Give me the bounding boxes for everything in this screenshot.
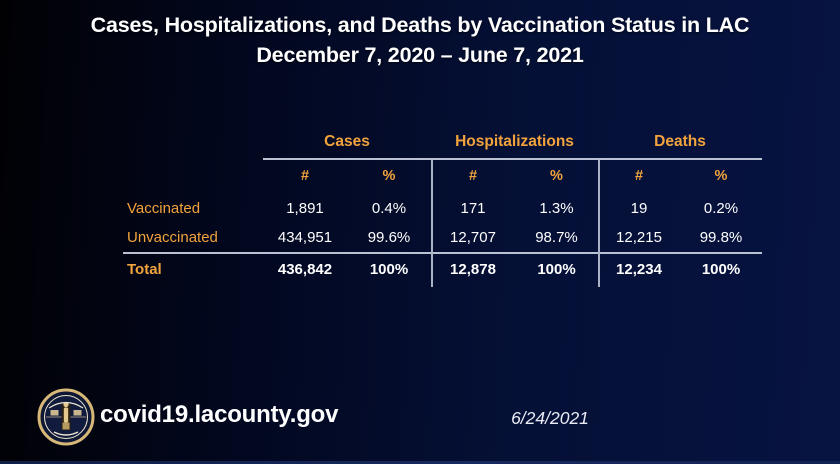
- subheader-cases-count: #: [300, 168, 310, 184]
- total-deaths-count: 12,234: [616, 260, 662, 278]
- subheader-hosp-percent: %: [550, 168, 563, 184]
- row-label-vaccinated: Vaccinated: [127, 199, 201, 217]
- unvaccinated-cases-count: 434,951: [277, 229, 333, 246]
- slide-title-line1: Cases, Hospitalizations, and Deaths by V…: [90, 13, 750, 37]
- header-rule-line: [263, 158, 762, 160]
- subheader-deaths-percent: %: [714, 168, 728, 184]
- column-group-hospitalizations: Hospitalizations: [455, 133, 574, 150]
- unvaccinated-deaths-count: 12,215: [616, 229, 662, 246]
- bottom-edge-strip: [0, 461, 840, 464]
- slide-title: Cases, Hospitalizations, and Deaths by V…: [0, 10, 840, 70]
- row-label-total: Total: [127, 260, 162, 278]
- vaccinated-cases-count: 1,891: [286, 199, 324, 217]
- vaccinated-cases-percent: 0.4%: [371, 199, 407, 217]
- divider-hospitalizations-deaths: [598, 160, 600, 287]
- total-cases-count: 436,842: [277, 260, 333, 278]
- unvaccinated-hosp-count: 12,707: [450, 229, 496, 246]
- subheader-hosp-count: #: [468, 168, 478, 184]
- vaccinated-hosp-percent: 1.3%: [539, 199, 574, 217]
- subheader-cases-percent: %: [382, 168, 396, 184]
- divider-cases-hospitalizations: [431, 160, 433, 287]
- table-grid: Cases Hospitalizations Deaths # % # % # …: [123, 130, 762, 286]
- vaccinated-deaths-percent: 0.2%: [703, 199, 739, 217]
- row-label-unvaccinated: Unvaccinated: [127, 229, 218, 246]
- subheader-spacer: [123, 159, 263, 193]
- vaccinated-deaths-count: 19: [630, 199, 648, 217]
- unvaccinated-hosp-percent: 98.7%: [535, 229, 578, 246]
- unvaccinated-deaths-percent: 99.8%: [699, 229, 743, 246]
- column-group-cases: Cases: [324, 133, 370, 150]
- footer-website-link[interactable]: covid19.lacounty.gov: [100, 401, 339, 428]
- total-rule-line: [123, 252, 762, 254]
- column-group-deaths: Deaths: [654, 133, 706, 150]
- subheader-deaths-count: #: [634, 168, 644, 184]
- slide-title-line2: December 7, 2020 – June 7, 2021: [256, 43, 584, 67]
- footer-date: 6/24/2021: [511, 408, 589, 428]
- table-corner-spacer: [123, 130, 263, 159]
- total-hosp-percent: 100%: [537, 260, 576, 278]
- vaccinated-hosp-count: 171: [460, 199, 486, 217]
- vaccination-status-table: Cases Hospitalizations Deaths # % # % # …: [123, 130, 763, 288]
- la-county-seal-icon: [37, 388, 95, 446]
- total-deaths-percent: 100%: [701, 260, 741, 278]
- total-cases-percent: 100%: [369, 260, 409, 278]
- unvaccinated-cases-percent: 99.6%: [367, 229, 411, 246]
- total-hosp-count: 12,878: [450, 260, 496, 278]
